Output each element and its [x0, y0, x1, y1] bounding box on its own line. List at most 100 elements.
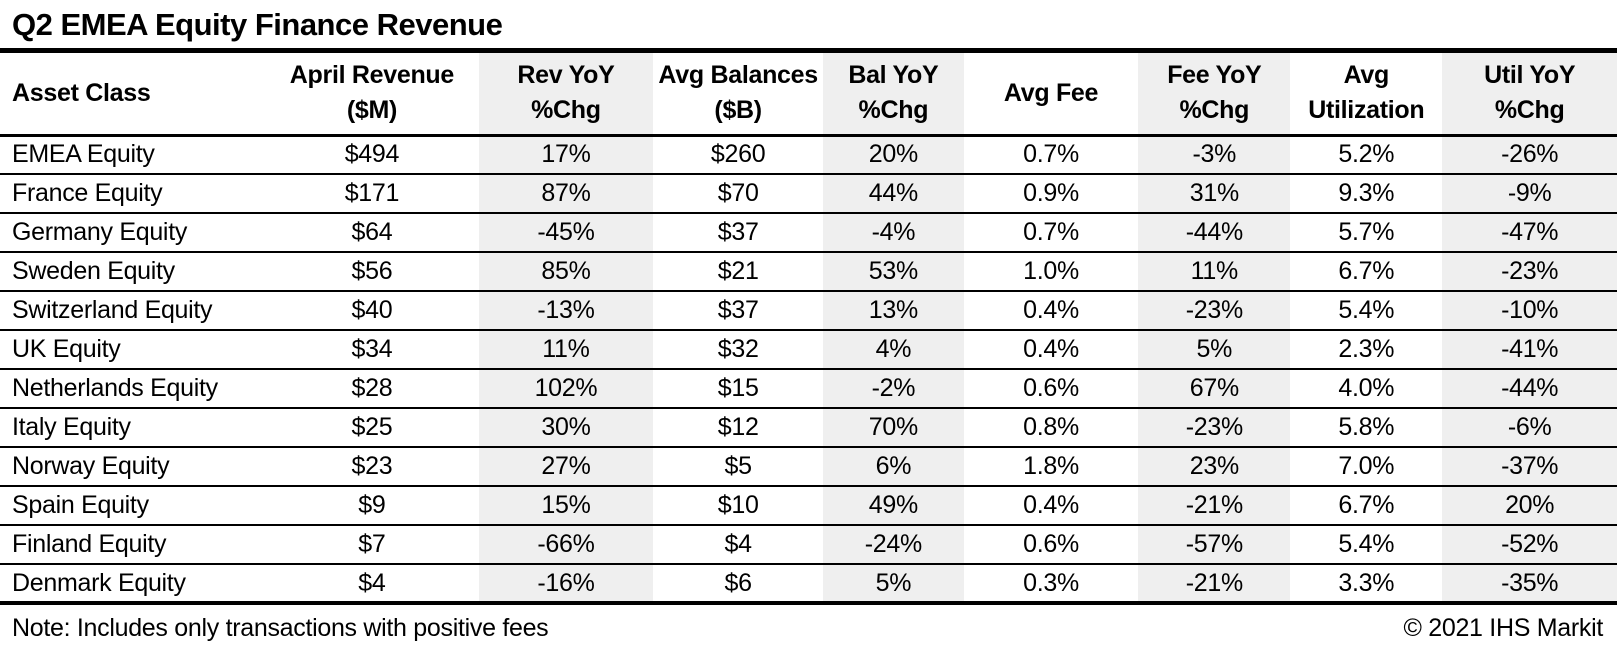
- value-cell: $28: [265, 369, 479, 409]
- value-cell: 1.0%: [963, 252, 1139, 292]
- value-cell: -23%: [1138, 291, 1291, 331]
- value-cell: -47%: [1442, 213, 1617, 253]
- value-cell: 31%: [1138, 174, 1291, 214]
- asset-class-cell: EMEA Equity: [0, 135, 266, 175]
- table-row: Netherlands Equity $28 102% $15 -2% 0.6% 67% 4.…: [0, 369, 1617, 409]
- header-label: Fee YoY: [1167, 60, 1262, 89]
- asset-class-cell: Spain Equity: [0, 486, 266, 526]
- value-cell: -37%: [1442, 447, 1617, 487]
- value-cell: 11%: [478, 330, 654, 370]
- value-cell: -24%: [823, 525, 964, 565]
- value-cell: 17%: [478, 135, 654, 175]
- value-cell: 0.9%: [963, 174, 1139, 214]
- value-cell: 0.6%: [963, 525, 1139, 565]
- header-label: %Chg: [858, 96, 929, 125]
- value-cell: -4%: [823, 213, 964, 253]
- value-cell: 20%: [823, 135, 964, 175]
- header-label: Avg Fee: [1003, 78, 1099, 107]
- value-cell: 11%: [1138, 252, 1291, 292]
- value-cell: 0.7%: [963, 213, 1139, 253]
- table-row: France Equity $171 87% $70 44% 0.9% 31% 9.3% -9%: [0, 174, 1617, 214]
- value-cell: $56: [265, 252, 479, 292]
- table-footer: Note: Includes only transactions with po…: [0, 605, 1617, 643]
- value-cell: $40: [265, 291, 479, 331]
- value-cell: 70%: [823, 408, 964, 448]
- value-cell: $171: [265, 174, 479, 214]
- value-cell: -10%: [1442, 291, 1617, 331]
- value-cell: 5.4%: [1290, 525, 1443, 565]
- value-cell: 6.7%: [1290, 252, 1443, 292]
- header-fee-yoy: Fee YoY %Chg: [1138, 53, 1291, 137]
- value-cell: -44%: [1138, 213, 1291, 253]
- value-cell: -23%: [1138, 408, 1291, 448]
- table-row: Finland Equity $7 -66% $4 -24% 0.6% -57% 5.4% -5…: [0, 525, 1617, 565]
- header-label: Bal YoY: [848, 60, 939, 89]
- value-cell: -21%: [1138, 564, 1291, 605]
- value-cell: 27%: [478, 447, 654, 487]
- value-cell: 5.4%: [1290, 291, 1443, 331]
- value-cell: $34: [265, 330, 479, 370]
- value-cell: $260: [653, 135, 824, 175]
- value-cell: 3.3%: [1290, 564, 1443, 605]
- header-april-revenue: April Revenue ($M): [265, 53, 479, 137]
- value-cell: -44%: [1442, 369, 1617, 409]
- asset-class-cell: France Equity: [0, 174, 266, 214]
- value-cell: 7.0%: [1290, 447, 1443, 487]
- table-row: Sweden Equity $56 85% $21 53% 1.0% 11% 6.7% -23%: [0, 252, 1617, 292]
- table-body: EMEA Equity $494 17% $260 20% 0.7% -3% 5.2% -26%…: [0, 135, 1617, 605]
- asset-class-cell: Italy Equity: [0, 408, 266, 448]
- value-cell: $5: [653, 447, 824, 487]
- value-cell: $37: [653, 291, 824, 331]
- value-cell: 5%: [1138, 330, 1291, 370]
- value-cell: 20%: [1442, 486, 1617, 526]
- header-label: Util YoY: [1484, 60, 1576, 89]
- value-cell: 13%: [823, 291, 964, 331]
- value-cell: -9%: [1442, 174, 1617, 214]
- value-cell: -21%: [1138, 486, 1291, 526]
- value-cell: 0.7%: [963, 135, 1139, 175]
- value-cell: -3%: [1138, 135, 1291, 175]
- asset-class-cell: UK Equity: [0, 330, 266, 370]
- copyright: © 2021 IHS Markit: [1403, 614, 1603, 642]
- header-label: ($M): [346, 96, 397, 125]
- value-cell: $32: [653, 330, 824, 370]
- value-cell: 5.8%: [1290, 408, 1443, 448]
- table-header: Asset Class April Revenue ($M) Rev YoY %…: [0, 53, 1617, 137]
- asset-class-cell: Switzerland Equity: [0, 291, 266, 331]
- table-row: Switzerland Equity $40 -13% $37 13% 0.4% -23% 5…: [0, 291, 1617, 331]
- header-label: Avg: [1343, 60, 1390, 89]
- value-cell: -13%: [478, 291, 654, 331]
- value-cell: 4.0%: [1290, 369, 1443, 409]
- value-cell: -45%: [478, 213, 654, 253]
- table-row: Norway Equity $23 27% $5 6% 1.8% 23% 7.0% -37%: [0, 447, 1617, 487]
- value-cell: 0.6%: [963, 369, 1139, 409]
- value-cell: 53%: [823, 252, 964, 292]
- table-row: Italy Equity $25 30% $12 70% 0.8% -23% 5.8% -6%: [0, 408, 1617, 448]
- value-cell: $12: [653, 408, 824, 448]
- value-cell: -23%: [1442, 252, 1617, 292]
- header-label: Avg Balances: [658, 60, 818, 89]
- value-cell: 0.8%: [963, 408, 1139, 448]
- table-row: UK Equity $34 11% $32 4% 0.4% 5% 2.3% -41%: [0, 330, 1617, 370]
- value-cell: 85%: [478, 252, 654, 292]
- value-cell: 87%: [478, 174, 654, 214]
- value-cell: 0.3%: [963, 564, 1139, 605]
- value-cell: $10: [653, 486, 824, 526]
- value-cell: $15: [653, 369, 824, 409]
- header-row: Asset Class April Revenue ($M) Rev YoY %…: [0, 53, 1617, 137]
- value-cell: $70: [653, 174, 824, 214]
- value-cell: $64: [265, 213, 479, 253]
- asset-class-cell: Denmark Equity: [0, 564, 266, 605]
- value-cell: $494: [265, 135, 479, 175]
- header-avg-balances: Avg Balances ($B): [653, 53, 824, 137]
- value-cell: $37: [653, 213, 824, 253]
- table-row: Denmark Equity $4 -16% $6 5% 0.3% -21% 3.3% -35%: [0, 564, 1617, 605]
- value-cell: 4%: [823, 330, 964, 370]
- header-avg-fee: Avg Fee: [963, 53, 1139, 137]
- value-cell: 0.4%: [963, 330, 1139, 370]
- equity-finance-table: Asset Class April Revenue ($M) Rev YoY %…: [0, 53, 1617, 605]
- asset-class-cell: Norway Equity: [0, 447, 266, 487]
- header-label: April Revenue: [289, 60, 455, 89]
- header-label: Asset Class: [12, 78, 151, 107]
